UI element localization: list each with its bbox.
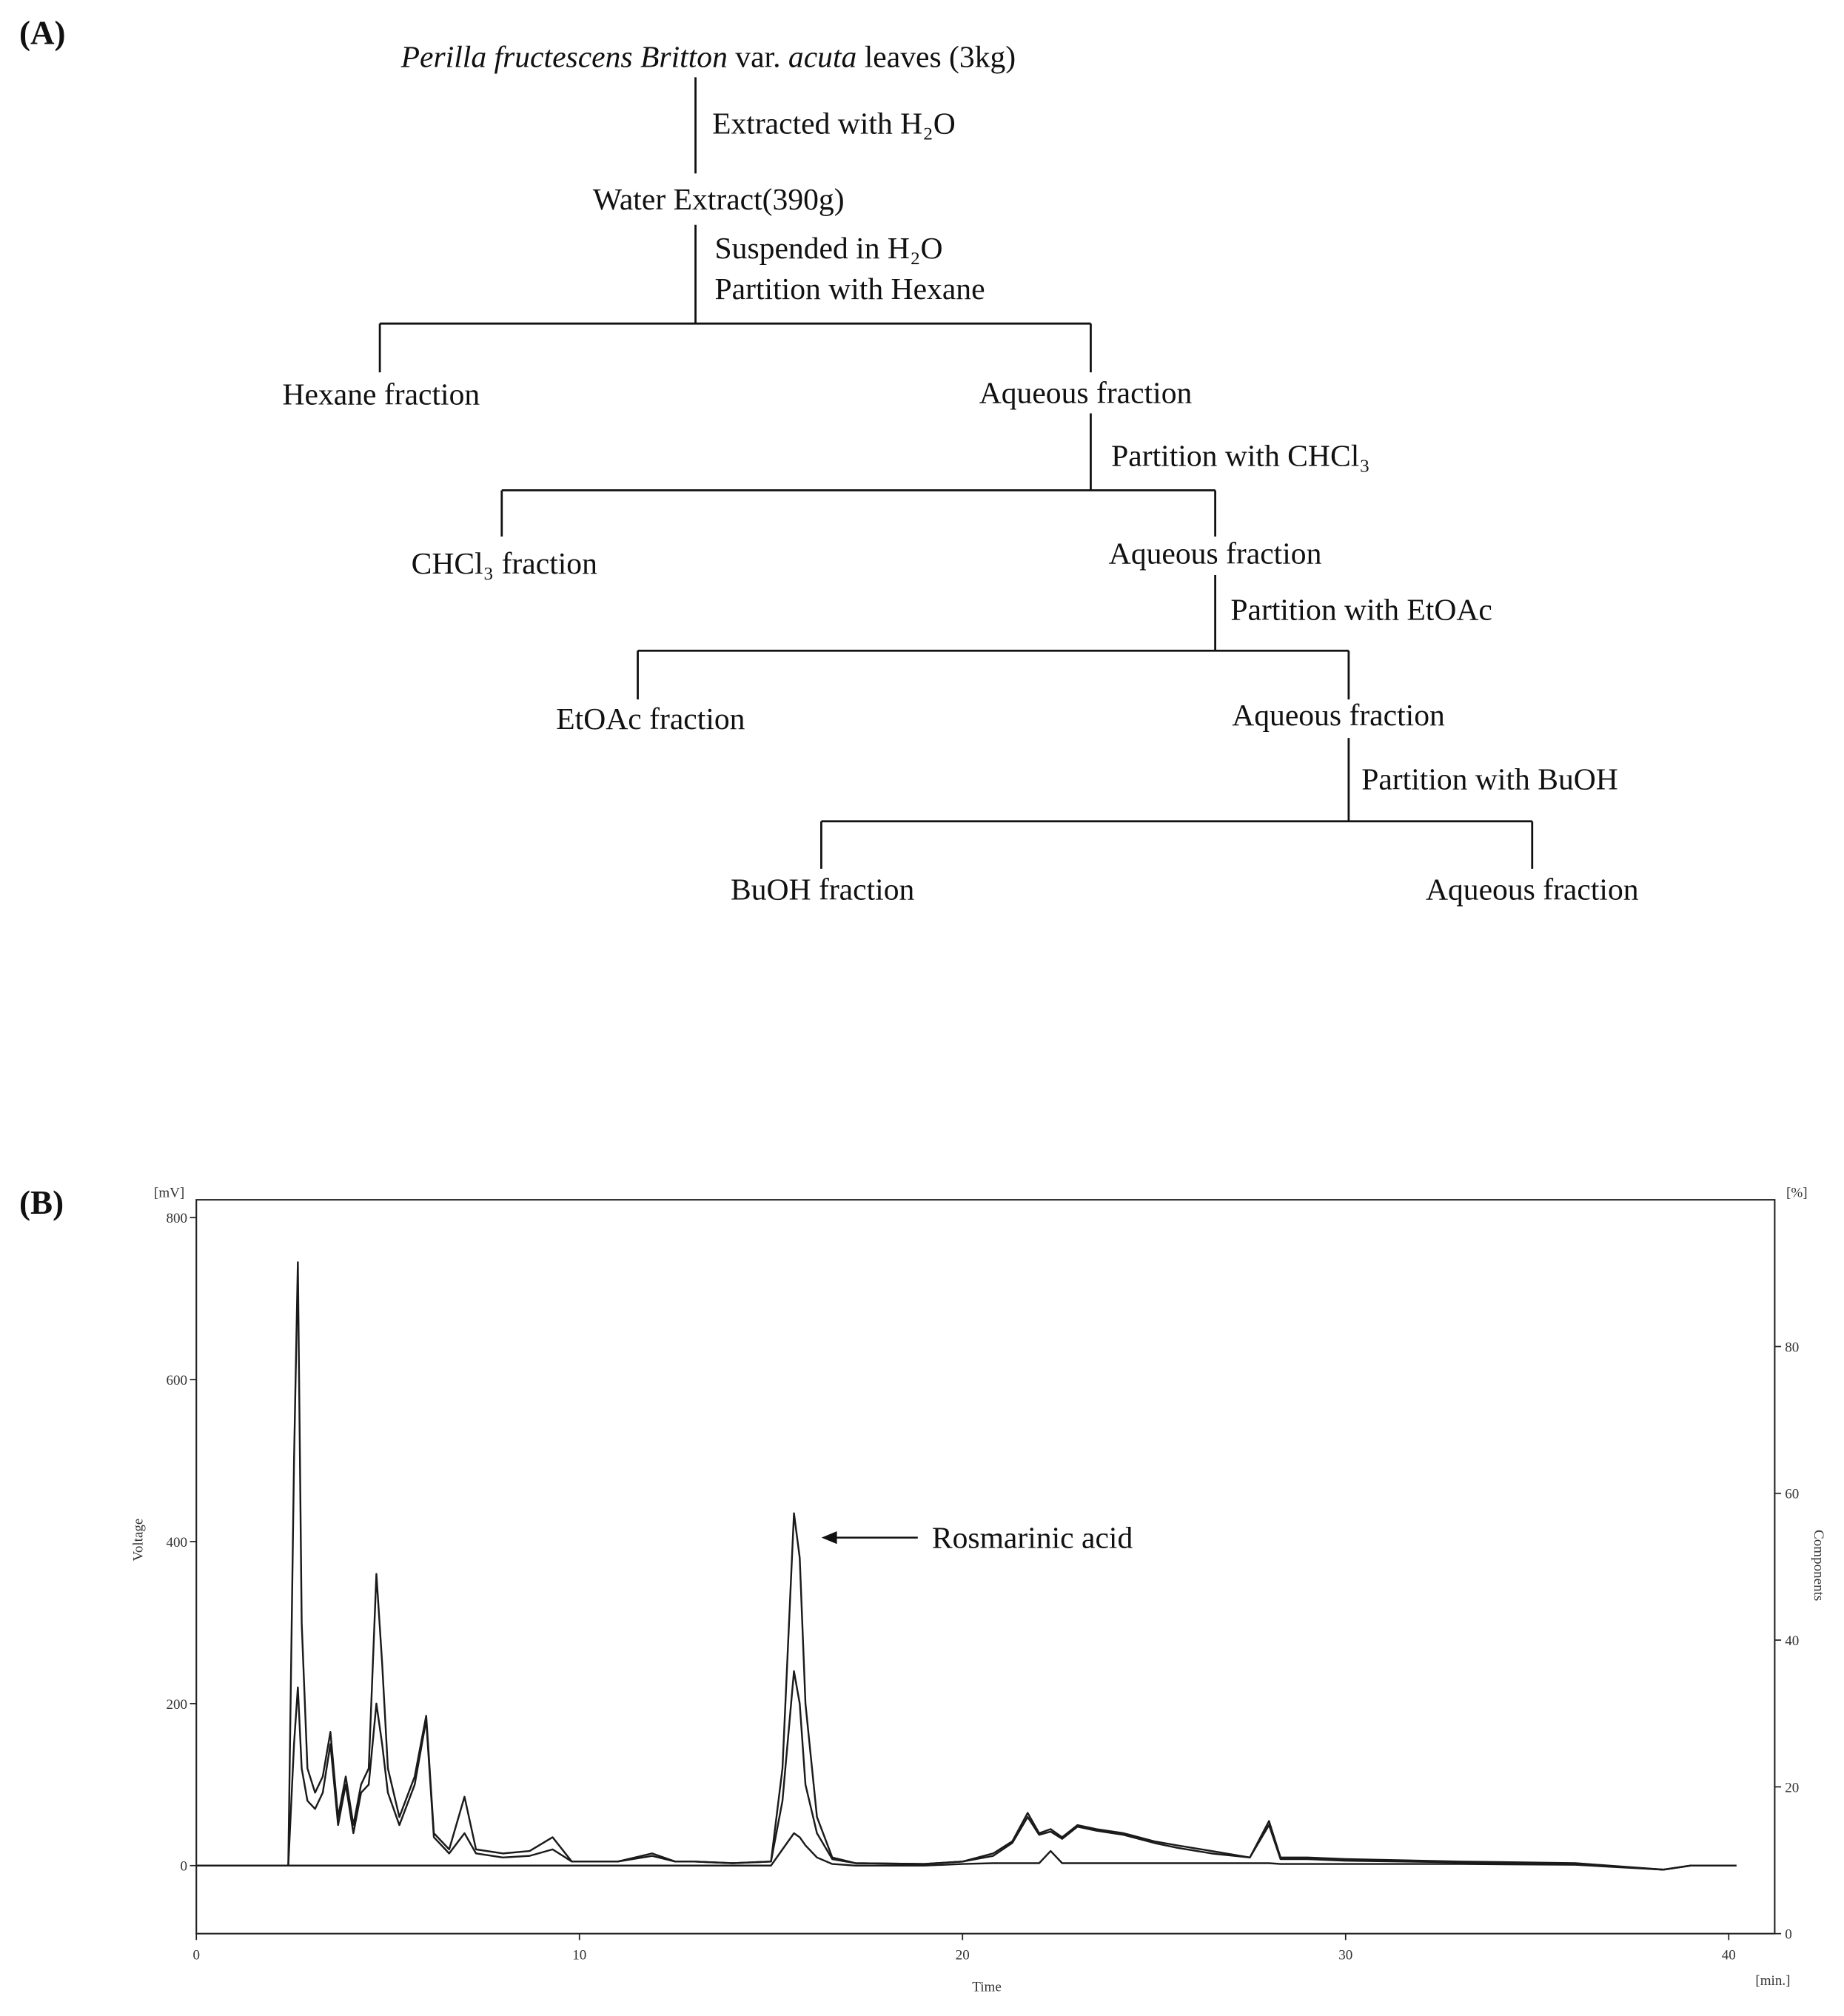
trace	[196, 1832, 1737, 1871]
y-unit: [mV]	[154, 1186, 184, 1201]
trace	[196, 1261, 1737, 1871]
panel-label: (A)	[19, 14, 66, 51]
y-tick-label: 0	[181, 1859, 188, 1875]
y2-unit: [%]	[1786, 1186, 1808, 1201]
y-tick-label: 200	[167, 1697, 188, 1713]
y-tick-label: 600	[167, 1373, 188, 1388]
node-label: CHCl₃ fraction	[412, 546, 598, 580]
node-label: EtOAc fraction	[556, 702, 745, 736]
step-label: Partition with Hexane	[715, 272, 985, 306]
source-part: Perilla fructescens Britton	[400, 39, 728, 73]
x-tick-label: 0	[192, 1947, 200, 1963]
node-label: Aqueous fraction	[1109, 536, 1322, 570]
y2-axis-title: Components	[1811, 1530, 1826, 1601]
x-axis-title: Time	[972, 1980, 1002, 1995]
panel-label: (B)	[19, 1184, 64, 1221]
source-part: var.	[728, 39, 788, 73]
y2-tick-label: 40	[1785, 1633, 1799, 1649]
step-label: Partition with CHCl₃	[1111, 439, 1370, 473]
source-part: acuta	[788, 39, 856, 73]
node-label: Aqueous fraction	[979, 376, 1193, 410]
y2-tick-label: 80	[1785, 1340, 1799, 1355]
node-label: Water Extract(390g)	[593, 182, 845, 217]
y2-tick-label: 0	[1785, 1927, 1792, 1943]
x-tick-label: 10	[572, 1947, 586, 1963]
y-tick-label: 800	[167, 1211, 188, 1226]
trace	[196, 1670, 1737, 1871]
node-label: Aqueous fraction	[1232, 698, 1445, 732]
plot-frame	[195, 1199, 1776, 1935]
source-label: Perilla fructescens Britton var. acuta l…	[400, 39, 1016, 74]
flow-lines	[378, 77, 1534, 869]
node-label: Hexane fraction	[282, 377, 480, 411]
annotation-label: Rosmarinic acid	[932, 1520, 1133, 1554]
step-label: Extracted with H₂O	[712, 107, 956, 141]
node-label: Aqueous fraction	[1426, 873, 1639, 907]
x-tick-label: 40	[1722, 1947, 1736, 1963]
x-tick-label: 30	[1338, 1947, 1352, 1963]
annotation-arrowhead	[821, 1531, 837, 1545]
x-unit: [min.]	[1755, 1973, 1790, 1989]
y-axis-title: Voltage	[130, 1519, 146, 1562]
y2-tick-label: 20	[1785, 1780, 1799, 1795]
step-label: Partition with BuOH	[1361, 762, 1618, 796]
source-part: leaves (3kg)	[856, 39, 1016, 74]
node-label: BuOH fraction	[731, 873, 915, 907]
x-tick-label: 20	[956, 1947, 970, 1963]
y2-tick-label: 60	[1785, 1487, 1799, 1502]
step-label: Partition with EtOAc	[1230, 593, 1492, 627]
step-label: Suspended in H₂O	[715, 231, 943, 265]
y-tick-label: 400	[167, 1535, 188, 1550]
